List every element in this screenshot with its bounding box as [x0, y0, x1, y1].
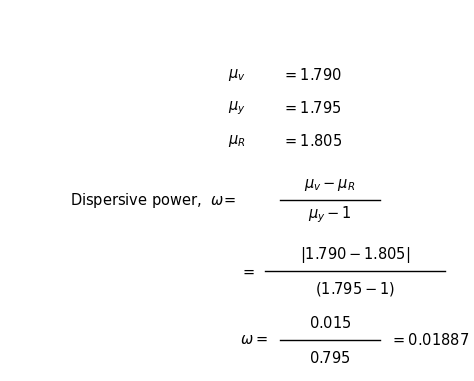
- Text: Dispersive power,  $\omega\! =$: Dispersive power, $\omega\! =$: [70, 190, 236, 210]
- Text: $= 1.805$: $= 1.805$: [282, 133, 342, 149]
- Text: $\mu_y - 1$: $\mu_y - 1$: [308, 205, 352, 225]
- Text: $0.795$: $0.795$: [309, 350, 351, 366]
- Text: $=$: $=$: [239, 264, 255, 279]
- Text: $\omega =$: $\omega =$: [240, 333, 268, 347]
- Text: $\mu_R$: $\mu_R$: [228, 133, 246, 149]
- Text: $= 0.01887$: $= 0.01887$: [390, 332, 469, 348]
- Text: $= 1.795$: $= 1.795$: [282, 100, 341, 116]
- Text: $(1.795-1)$: $(1.795-1)$: [315, 280, 395, 298]
- Text: $\mu_v$: $\mu_v$: [228, 67, 246, 83]
- Text: $\mu_v - \mu_R$: $\mu_v - \mu_R$: [304, 177, 356, 193]
- Text: $= 1.790$: $= 1.790$: [282, 67, 342, 83]
- Text: $\mu_y$: $\mu_y$: [228, 99, 246, 117]
- Text: $|1.790-1.805|$: $|1.790-1.805|$: [300, 245, 410, 265]
- Text: $0.015$: $0.015$: [309, 315, 351, 331]
